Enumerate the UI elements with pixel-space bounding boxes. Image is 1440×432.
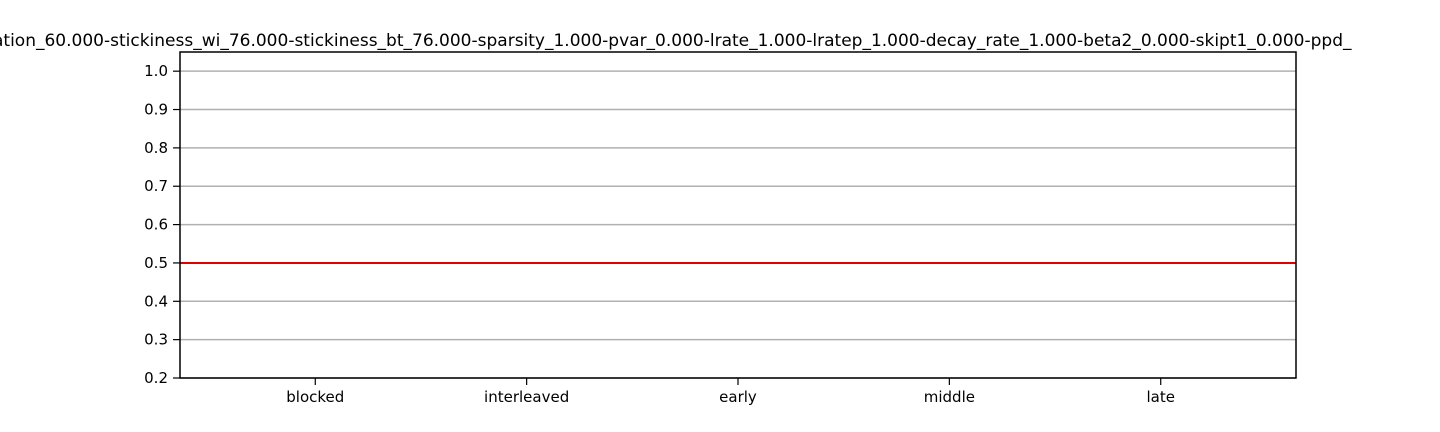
chart-title: ation_60.000-stickiness_wi_76.000-sticki…	[0, 31, 1352, 51]
plot-frame	[179, 51, 1297, 379]
y-tick-label: 0.5	[144, 254, 168, 272]
y-tick-label: 0.9	[144, 101, 168, 119]
y-tick-label: 0.2	[144, 369, 168, 387]
x-tick-label: late	[1146, 388, 1174, 406]
y-tick-label: 0.4	[144, 292, 168, 310]
x-tick-label: middle	[924, 388, 975, 406]
y-axis: 0.2 0.3 0.4 0.5 0.6 0.7 0.8 0.9 1.0	[144, 62, 180, 387]
y-tick-label: 0.3	[144, 331, 168, 349]
x-tick-label: early	[719, 388, 757, 406]
y-tick-label: 0.6	[144, 216, 168, 234]
y-tick-label: 0.7	[144, 177, 168, 195]
y-tick-label: 0.8	[144, 139, 168, 157]
grid-lines	[180, 70, 1296, 379]
x-axis: blocked interleaved early middle late	[286, 378, 1175, 406]
y-tick-label: 1.0	[144, 62, 168, 80]
x-tick-label: blocked	[286, 388, 344, 406]
x-tick-label: interleaved	[484, 388, 569, 406]
